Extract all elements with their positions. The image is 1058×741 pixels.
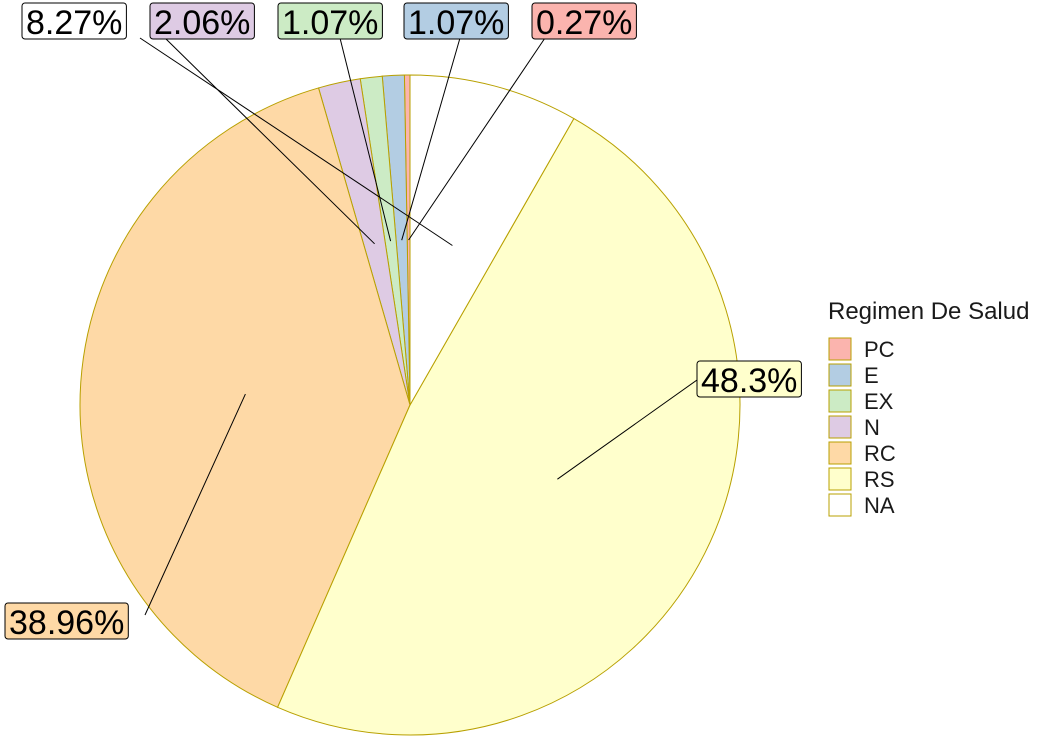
legend-item-rc: RC (828, 441, 896, 466)
slice-label-text: 38.96% (9, 604, 124, 642)
legend-item-na: NA (828, 493, 895, 518)
leader-line-e (401, 37, 461, 241)
slice-label-text: 0.27% (536, 4, 632, 42)
legend-item-ex: EX (828, 389, 894, 414)
slice-label-na: 8.27% (21, 2, 127, 42)
slice-label-box (277, 2, 383, 40)
legend-label: RS (864, 467, 895, 492)
slice-label-text: 8.27% (26, 4, 122, 42)
slice-label-e: 1.07% (403, 2, 509, 42)
leader-line-rs (557, 379, 698, 480)
leader-line-n (164, 37, 375, 245)
leader-line-ex (339, 37, 392, 242)
slice-label-box (21, 2, 127, 40)
legend-label: NA (864, 493, 895, 518)
pie-slice-rc (79, 87, 411, 708)
pie-slices (79, 74, 741, 736)
leader-line-rc (144, 393, 246, 616)
legend-item-n: N (828, 415, 880, 440)
legend-item-rs: RS (828, 467, 895, 492)
legend-item-pc: PC (828, 337, 895, 362)
slice-labels: 0.27% 1.07% 1.07% 2.06% 38.96% 48.3% 8.27% (4, 2, 802, 642)
legend-key (828, 441, 852, 465)
legend-item-e: E (828, 363, 879, 388)
pie-slice-rs (276, 117, 741, 736)
legend-key (828, 493, 852, 517)
legend-label: N (864, 415, 880, 440)
slice-label-rs: 48.3% (696, 360, 802, 400)
slice-label-text: 48.3% (701, 362, 797, 400)
legend-key (828, 415, 852, 439)
slice-label-box (149, 2, 255, 40)
slice-label-n: 2.06% (149, 2, 255, 42)
pie-slice-na (409, 74, 575, 407)
legend-key (828, 337, 852, 361)
slice-label-text: 1.07% (408, 4, 504, 42)
slice-label-box (403, 2, 509, 40)
legend-key (828, 363, 852, 387)
slice-label-box (531, 2, 637, 40)
slice-label-box (696, 360, 802, 398)
slice-label-text: 1.07% (282, 4, 378, 42)
legend-key (828, 467, 852, 491)
leader-line-na (139, 37, 453, 246)
slice-label-box (4, 602, 129, 640)
legend-label: E (864, 363, 879, 388)
slice-label-ex: 1.07% (277, 2, 383, 42)
legend-key (828, 389, 852, 413)
leader-line-pc (408, 37, 546, 241)
legend-label: EX (864, 389, 894, 414)
legend-label: RC (864, 441, 896, 466)
legend-title: Regimen De Salud (828, 298, 1029, 325)
slice-label-pc: 0.27% (531, 2, 637, 42)
label-leader-lines (139, 37, 698, 616)
legend-label: PC (864, 337, 895, 362)
slice-label-rc: 38.96% (4, 602, 129, 642)
slice-label-text: 2.06% (154, 4, 250, 42)
